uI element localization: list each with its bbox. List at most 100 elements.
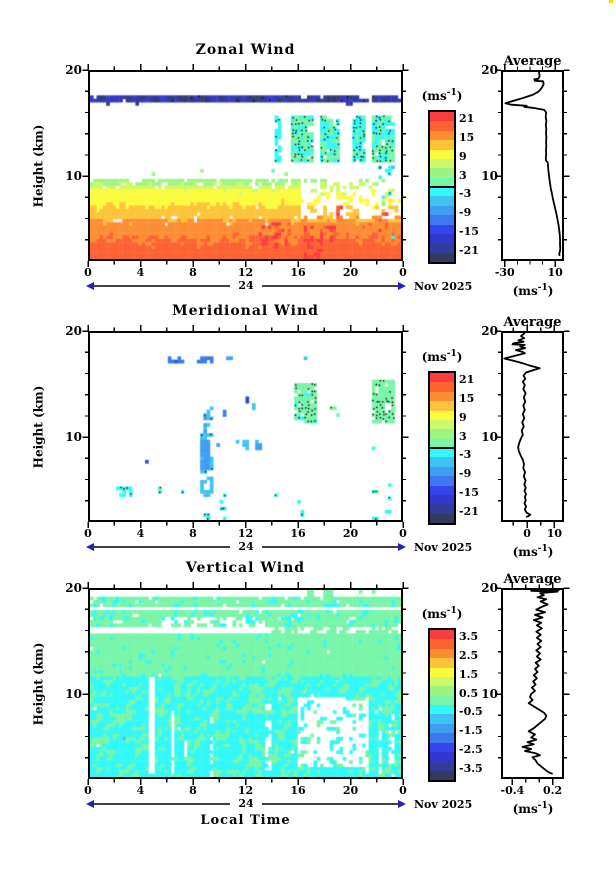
y-tick-label-20: 20 [65, 581, 82, 595]
x-tick-label: 16 [290, 784, 306, 797]
x-tick-label: 0 [84, 527, 92, 540]
colorbar-segment [430, 639, 454, 649]
average-plot-frame [501, 70, 564, 261]
average-profile-line [504, 71, 562, 257]
average-unit-label: (ms-1) [512, 283, 554, 298]
colorbar-segment [430, 401, 454, 411]
heatmap-frame [88, 331, 403, 522]
colorbar-segment [430, 695, 454, 705]
colorbar-segment [430, 130, 454, 141]
heatmap-frame [88, 70, 403, 261]
x-tick-label: 4 [136, 784, 145, 797]
panel-vertical-wind: Vertical Wind 20 10 Height (km) 24 Nov 2… [0, 546, 616, 846]
colorbar-tick-label: -9 [459, 467, 472, 481]
colorbar-zero-line [430, 447, 454, 449]
x-tick-label: 0 [399, 527, 407, 540]
average-unit-label: (ms-1) [512, 801, 554, 816]
heatmap-canvas [90, 333, 401, 520]
colorbar-tick-label: 21 [459, 112, 475, 126]
average-plot-frame [501, 588, 564, 779]
x-tick-label: 0 [84, 266, 92, 279]
height-axis-label: Height (km) [31, 124, 46, 207]
arrowhead-left [86, 282, 94, 290]
colorbar-tick-label: 9 [459, 410, 467, 424]
average-profile-line [521, 589, 560, 775]
axis-ticks [82, 325, 409, 528]
colorbar-segment [430, 648, 454, 659]
colorbar [428, 371, 456, 525]
chart-title: Zonal Wind [195, 42, 296, 58]
artifact-dot [609, 0, 613, 3]
y-tick-label-10: 10 [65, 687, 82, 701]
date-label: Nov 2025 [414, 798, 473, 811]
x-tick-label: 8 [189, 527, 197, 540]
x-tick-label: 8 [189, 784, 197, 797]
colorbar-segment [430, 485, 454, 495]
colorbar-segment [430, 705, 454, 715]
colorbar-segment [430, 733, 454, 743]
colorbar-segment [430, 513, 454, 523]
colorbar-segment [430, 252, 454, 262]
x-tick-label: 4 [136, 266, 145, 279]
average-plot-frame [501, 331, 564, 522]
average-x-tick-label: 0 [523, 527, 531, 540]
colorbar-zero-line [430, 186, 454, 188]
axis-ticks [495, 582, 570, 785]
time-span-label: 24 [230, 540, 262, 553]
colorbar-segment [430, 149, 454, 159]
x-tick-label: 16 [290, 527, 306, 540]
colorbar-segment [430, 121, 454, 131]
x-tick-label: 8 [189, 266, 197, 279]
colorbar-segment [430, 419, 454, 430]
colorbar-tick-label: 9 [459, 149, 467, 163]
height-axis-label: Height (km) [31, 385, 46, 468]
colorbar-segment [430, 686, 454, 696]
average-y-tick-label-20: 20 [481, 63, 498, 77]
x-tick-label: 0 [399, 784, 407, 797]
colorbar-segment [430, 410, 454, 420]
y-tick-label-10: 10 [65, 430, 82, 444]
arrowhead-left [86, 543, 94, 551]
colorbar-segment [430, 391, 454, 402]
time-span-arrow [86, 543, 406, 551]
average-x-tick-label: 10 [546, 527, 563, 540]
colorbar-segment [430, 658, 454, 668]
colorbar-tick-label: -2.5 [459, 742, 483, 756]
average-x-tick-label: -0.4 [500, 784, 525, 797]
colorbar-segment [430, 429, 454, 439]
colorbar-segment [430, 158, 454, 169]
colorbar-segment [430, 457, 454, 467]
axis-ticks [82, 582, 409, 785]
colorbar-segment [430, 667, 454, 677]
colorbar-tick-label: 3.5 [459, 630, 479, 644]
heatmap-canvas [90, 590, 401, 777]
colorbar-tick-label: 3 [459, 168, 467, 182]
colorbar-tick-label: -3.5 [459, 761, 483, 775]
average-title: Average [503, 572, 562, 587]
time-span-label: 24 [230, 797, 262, 810]
colorbar-tick-label: 21 [459, 373, 475, 387]
average-y-tick-label-20: 20 [481, 324, 498, 338]
colorbar-segment [430, 168, 454, 178]
y-tick-label-10: 10 [65, 169, 82, 183]
date-label: Nov 2025 [414, 541, 473, 554]
arrowhead-left [86, 800, 94, 808]
colorbar-segment [430, 630, 454, 640]
colorbar-segment [430, 373, 454, 383]
colorbar-segment [430, 224, 454, 234]
colorbar [428, 110, 456, 264]
colorbar-segment [430, 140, 454, 150]
colorbar-segment [430, 233, 454, 244]
colorbar-unit-label: (ms-1) [421, 88, 463, 103]
colorbar-segment [430, 438, 454, 448]
colorbar-segment [430, 448, 454, 458]
average-y-tick-label-20: 20 [481, 581, 498, 595]
colorbar-segment [430, 504, 454, 514]
colorbar [428, 628, 456, 782]
colorbar-segment [430, 676, 454, 687]
colorbar-segment [430, 112, 454, 122]
time-span-arrow [86, 282, 406, 290]
heatmap-canvas [90, 72, 401, 259]
x-tick-label: 20 [342, 784, 359, 797]
